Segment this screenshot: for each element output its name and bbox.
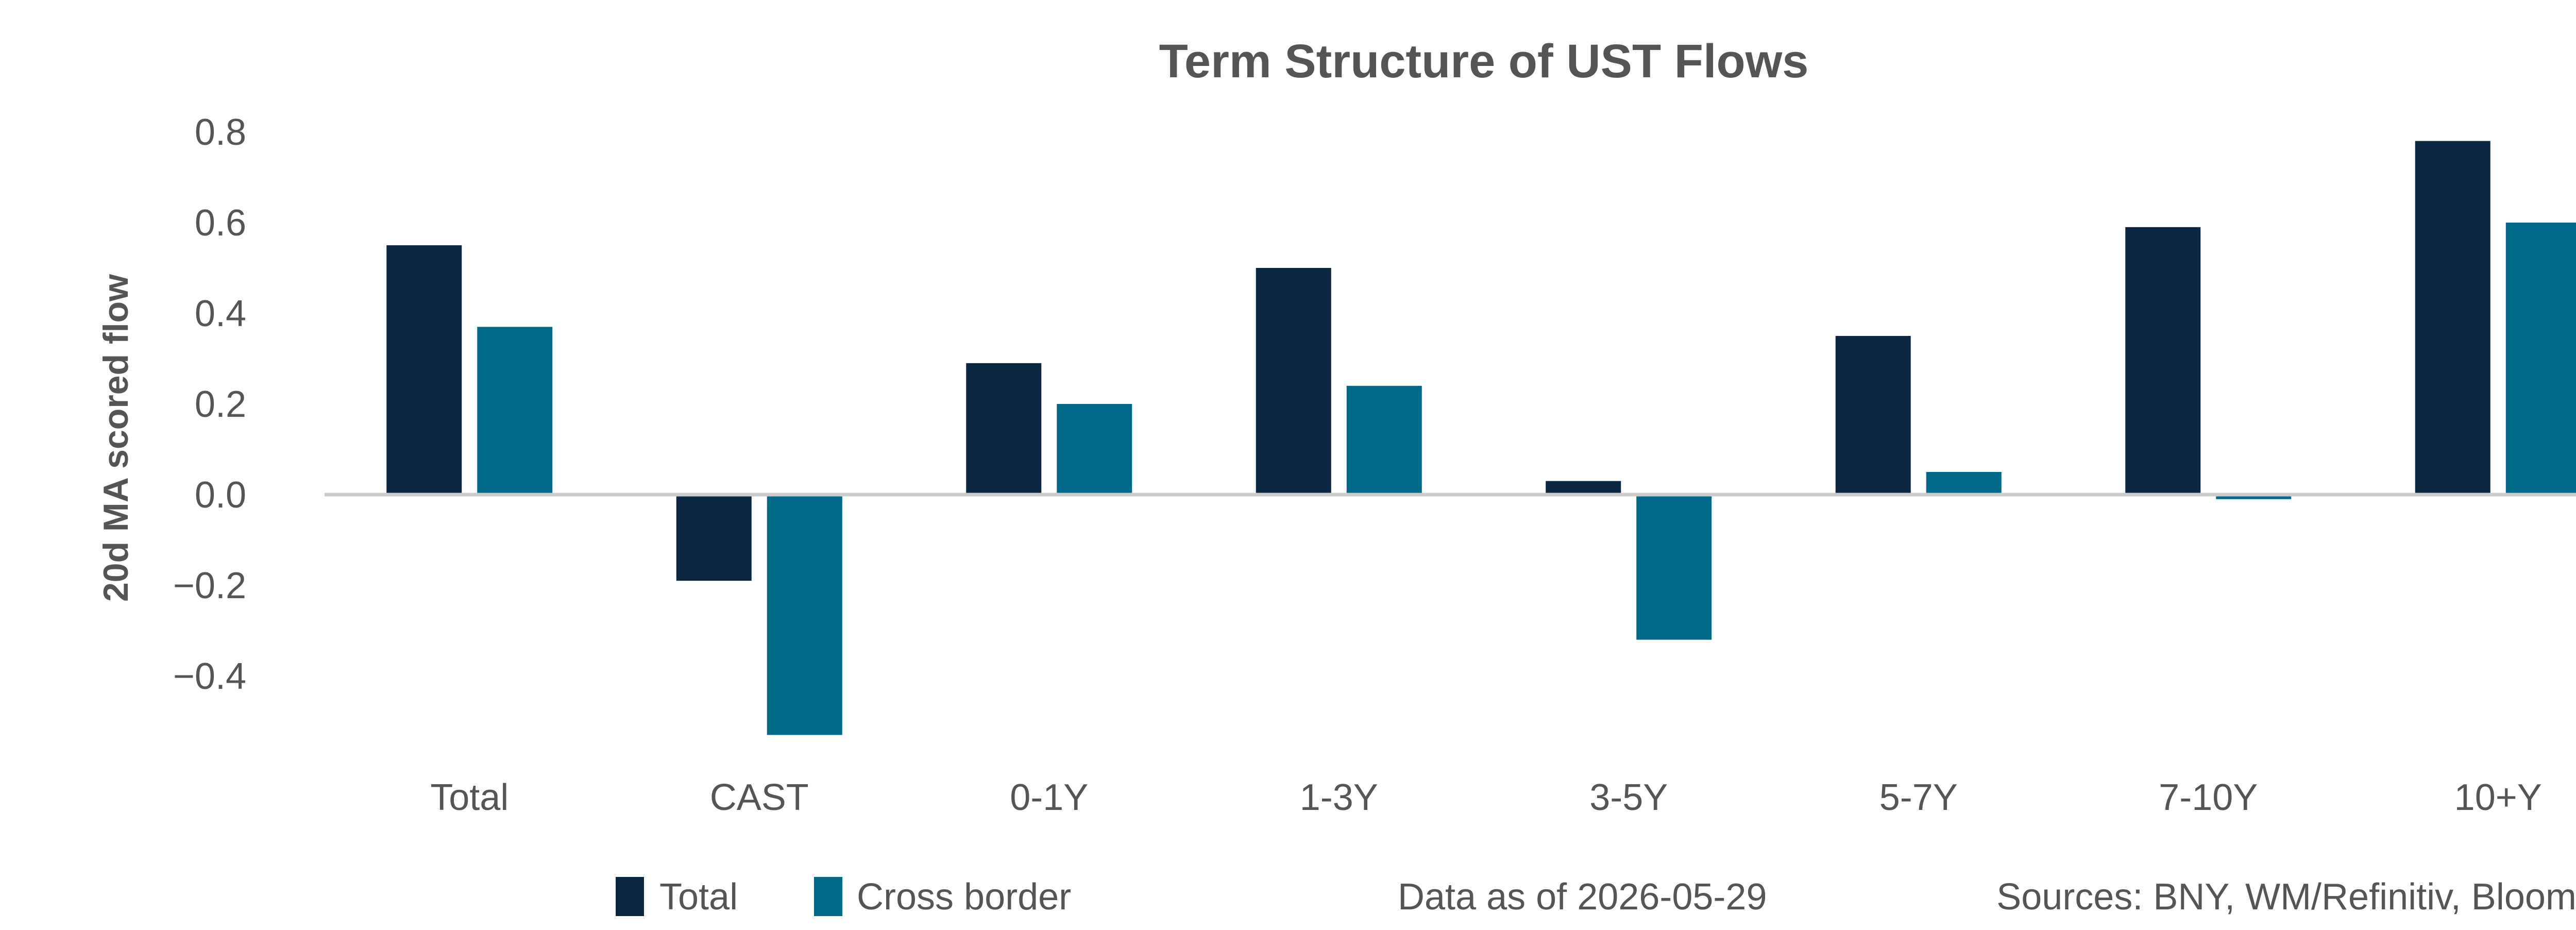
x-tick-label: 0-1Y (1010, 777, 1088, 818)
x-tick-label: 5-7Y (1879, 777, 1958, 818)
x-tick-label: Total (430, 777, 509, 818)
bar-total-cast (676, 495, 752, 581)
y-tick-label: 0.0 (195, 475, 246, 516)
y-tick-label: 0.4 (195, 293, 246, 334)
legend: Total Cross border (616, 876, 1071, 918)
bar-cross-border-10plusy (2505, 223, 2576, 495)
bar-cross-border-total (477, 327, 553, 495)
legend-label-total: Total (659, 876, 738, 918)
y-tick-label: −0.2 (173, 565, 246, 606)
x-tick-label: 3-5Y (1589, 777, 1668, 818)
data-as-of-note: Data as of 2026-05-29 (1398, 876, 1767, 918)
y-tick-label: 0.8 (195, 112, 246, 153)
x-tick-label: 1-3Y (1300, 777, 1378, 818)
bar-total-1-3y (1256, 268, 1331, 495)
bar-total-5-7y (1835, 336, 1911, 495)
x-tick-label: 7-10Y (2159, 777, 2258, 818)
bar-cross-border-1-3y (1346, 385, 1422, 495)
bars-group (386, 141, 2576, 735)
bar-cross-border-0-1y (1057, 404, 1132, 495)
y-axis-label: 20d MA scored flow (96, 274, 135, 602)
bar-total-10plusy (2415, 141, 2490, 495)
x-tick-label: 10+Y (2454, 777, 2542, 818)
legend-label-cross-border: Cross border (857, 876, 1071, 918)
y-axis-ticks: 0.8 0.6 0.4 0.2 0.0 −0.2 −0.4 (173, 112, 246, 697)
x-axis-ticks: Total CAST 0-1Y 1-3Y 3-5Y 5-7Y 7-10Y 10+Y (430, 777, 2542, 818)
bar-total-7-10y (2125, 227, 2201, 495)
bar-total-0-1y (966, 363, 1042, 495)
y-tick-label: 0.2 (195, 384, 246, 425)
bar-total-total (386, 245, 462, 495)
bar-total-3-5y (1546, 481, 1621, 495)
chart-title: Term Structure of UST Flows (1159, 35, 1809, 88)
bar-cross-border-cast (767, 495, 842, 735)
y-tick-label: −0.4 (173, 656, 246, 697)
y-tick-label: 0.6 (195, 202, 246, 244)
bar-cross-border-5-7y (1926, 472, 2002, 495)
legend-swatch-cross-border (814, 877, 842, 916)
bar-cross-border-3-5y (1636, 495, 1712, 640)
legend-swatch-total (616, 877, 644, 916)
bar-cross-border-7-10y (2216, 495, 2292, 499)
sources-note: Sources: BNY, WM/Refinitiv, Bloomberg (1996, 876, 2576, 918)
x-tick-label: CAST (710, 777, 809, 818)
